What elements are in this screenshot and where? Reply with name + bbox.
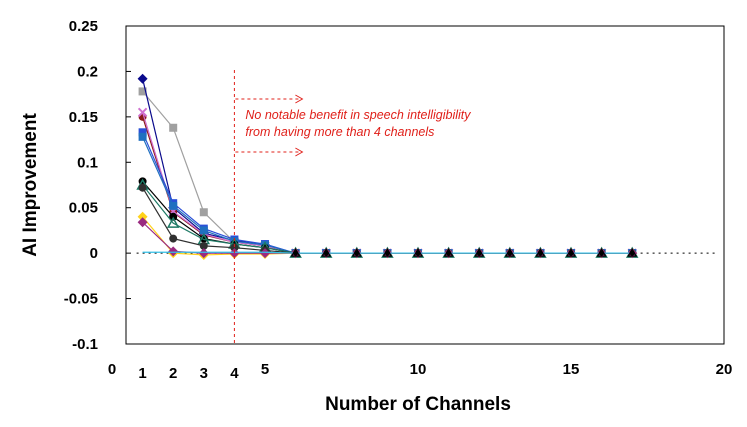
data-point: [138, 132, 147, 141]
annotation-text: No notable benefit in speech intelligibi…: [245, 108, 471, 122]
data-point: [169, 201, 178, 210]
x-tick-label-bold: 3: [200, 365, 208, 382]
data-point: [137, 73, 148, 84]
data-point: [137, 217, 148, 228]
data-point: [599, 250, 605, 256]
data-point: [446, 250, 452, 256]
data-point-stroke: [137, 107, 148, 118]
series-line: [142, 180, 633, 254]
y-axis-ticks: 0.25 0.2 0.15 0.1 0.05 0 -0.05 -0.1: [64, 18, 131, 353]
x-tick-label: 20: [716, 361, 733, 378]
x-tick-label: 0: [108, 361, 116, 378]
series-2: [137, 73, 638, 259]
series-6: [138, 132, 637, 258]
data-point: [199, 208, 208, 217]
data-point: [198, 248, 209, 259]
x-tick-label: 5: [261, 361, 269, 378]
data-point: [507, 250, 513, 256]
x-tick-label-bold: 4: [230, 365, 239, 382]
series-line: [142, 78, 633, 254]
data-point: [415, 250, 421, 256]
data-point: [568, 250, 574, 256]
data-point: [137, 107, 148, 118]
data-point: [476, 250, 482, 256]
y-tick-label: 0.1: [77, 154, 98, 171]
y-tick-label: -0.1: [72, 336, 98, 353]
data-point: [199, 226, 208, 235]
x-tick-label: 10: [410, 361, 427, 378]
series-7: [138, 177, 637, 258]
y-tick-label: 0.05: [69, 200, 98, 217]
annotation-arrowhead: [295, 94, 304, 104]
data-point: [137, 211, 148, 222]
y-tick-label: 0.2: [77, 63, 98, 80]
annotation-text: from having more than 4 channels: [245, 125, 434, 139]
series-line: [142, 184, 633, 254]
data-point: [293, 250, 299, 256]
data-point: [537, 250, 543, 256]
data-point: [169, 123, 178, 132]
x-tick-label: 15: [563, 361, 580, 378]
y-tick-label: -0.05: [64, 291, 98, 308]
series-9: [138, 183, 637, 258]
data-point: [354, 250, 360, 256]
data-point: [168, 246, 179, 257]
data-point: [138, 128, 147, 137]
data-point: [199, 241, 208, 250]
plot-frame: [125, 25, 725, 345]
x-tick-label-bold: 1: [138, 365, 146, 382]
data-point: [166, 216, 180, 228]
x-axis-ticks: 0 5 10 15 20 1 2 3 4: [108, 361, 733, 382]
data-point: [260, 248, 270, 259]
data-point: [229, 248, 240, 259]
x-tick-label-bold: 2: [169, 365, 177, 382]
data-point: [384, 250, 390, 256]
data-point: [629, 250, 635, 256]
x-axis-title: Number of Channels: [325, 394, 511, 415]
y-tick-label: 0.15: [69, 109, 98, 126]
data-point: [169, 234, 178, 243]
data-point: [230, 243, 239, 252]
series-group: [136, 73, 639, 260]
annotation-arrowhead: [295, 147, 304, 157]
y-axis-title: AI Improvement: [20, 113, 41, 257]
data-point: [138, 87, 147, 96]
series-line: [142, 187, 633, 254]
data-point: [323, 250, 329, 256]
data-point: [138, 183, 147, 192]
y-tick-label: 0.25: [69, 18, 98, 35]
y-tick-label: 0: [90, 245, 98, 262]
series-8: [136, 178, 639, 258]
annotation-group: No notable benefit in speech intelligibi…: [233, 70, 471, 344]
